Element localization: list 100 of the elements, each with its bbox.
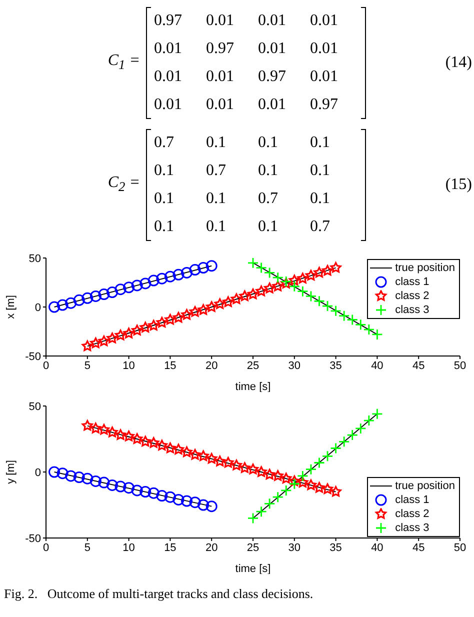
x-tick-label: 50 [454,542,466,554]
point [164,314,176,325]
x-axis-title: time [s] [235,563,271,575]
point [206,500,218,512]
point [82,340,93,352]
point [98,336,110,346]
point [82,472,94,484]
x-tick-label: 35 [330,360,342,372]
text: C$_{1}$ = [106,52,141,74]
caption: Fig. 2. Outcome of multi-target tracks and class decisions. [4,586,314,602]
point [297,272,308,284]
point [198,304,209,315]
point [256,286,267,296]
point [230,460,242,470]
point [148,274,160,286]
point [206,301,218,312]
point [131,280,143,292]
point [272,470,284,481]
y-tick-label: 50 [28,400,41,413]
point [172,268,184,280]
point [288,274,300,286]
y-axis-title: y [m] [4,460,17,484]
x-tick-label: 30 [288,542,301,554]
x-tick-label: 35 [330,542,342,554]
point [272,491,284,503]
point [239,462,250,473]
x-tick-label: 45 [412,542,425,554]
point [98,424,110,435]
x-tick-label: 25 [246,360,260,372]
y-tick-label: 0 [34,466,41,479]
point [65,470,77,482]
legend-label: class 1 [395,494,430,506]
x-tick-label: 15 [164,360,176,372]
point [322,264,334,276]
point [189,306,201,317]
text: (14) [445,54,472,72]
point [140,322,151,332]
point [123,282,135,294]
x-tick-label: 40 [371,542,384,554]
point [322,483,334,494]
point [140,436,151,446]
x-tick-label: 15 [164,542,176,554]
legend-label: class 1 [395,276,430,288]
point [114,429,126,440]
point [198,450,209,462]
point [123,482,135,494]
y-tick-label: 0 [34,302,41,314]
point [338,436,350,448]
point [330,486,342,497]
point [123,328,134,338]
x-tick-label: 25 [246,542,260,554]
point [247,464,259,474]
point [164,491,176,503]
x-tick-label: 20 [205,360,218,372]
y-axis-title: x [m] [4,295,17,319]
x-tick-label: 0 [42,542,50,554]
text: 0.1 0.1 0.7 0.1 [154,190,330,207]
point [164,270,176,282]
point [172,494,184,506]
point [198,499,210,511]
point [314,457,325,468]
point [305,464,317,476]
point [90,422,102,434]
point [156,440,168,450]
point [256,506,267,518]
point [181,495,193,507]
text: C$_{2}$ = [106,174,141,196]
point [181,309,192,320]
point [114,330,126,340]
point [346,429,358,441]
x-tick-label: 20 [205,542,218,554]
point [372,408,383,420]
legend-label: class 3 [395,304,430,316]
point [222,456,234,468]
point [288,478,300,490]
point [90,337,102,348]
point [247,288,259,300]
point [305,270,317,280]
text: 0.97 0.01 0.01 0.01 [154,12,338,29]
x-tick-label: 40 [371,360,384,372]
point [56,468,68,480]
point [214,298,226,309]
point [156,272,168,284]
point [156,490,168,502]
y-tick-label: -50 [25,350,41,363]
point [82,292,94,304]
legend-label: class 2 [395,290,430,302]
text: 0.1 0.7 0.1 0.1 [154,162,330,179]
point [73,472,85,484]
point [239,290,250,302]
point [305,479,317,490]
point [164,442,176,454]
point [296,470,308,482]
point [314,266,325,278]
point [82,420,93,431]
point [131,484,143,496]
x-tick-label: 30 [288,360,301,372]
point [189,449,201,460]
point [247,512,259,524]
legend-label: class 3 [395,522,430,534]
